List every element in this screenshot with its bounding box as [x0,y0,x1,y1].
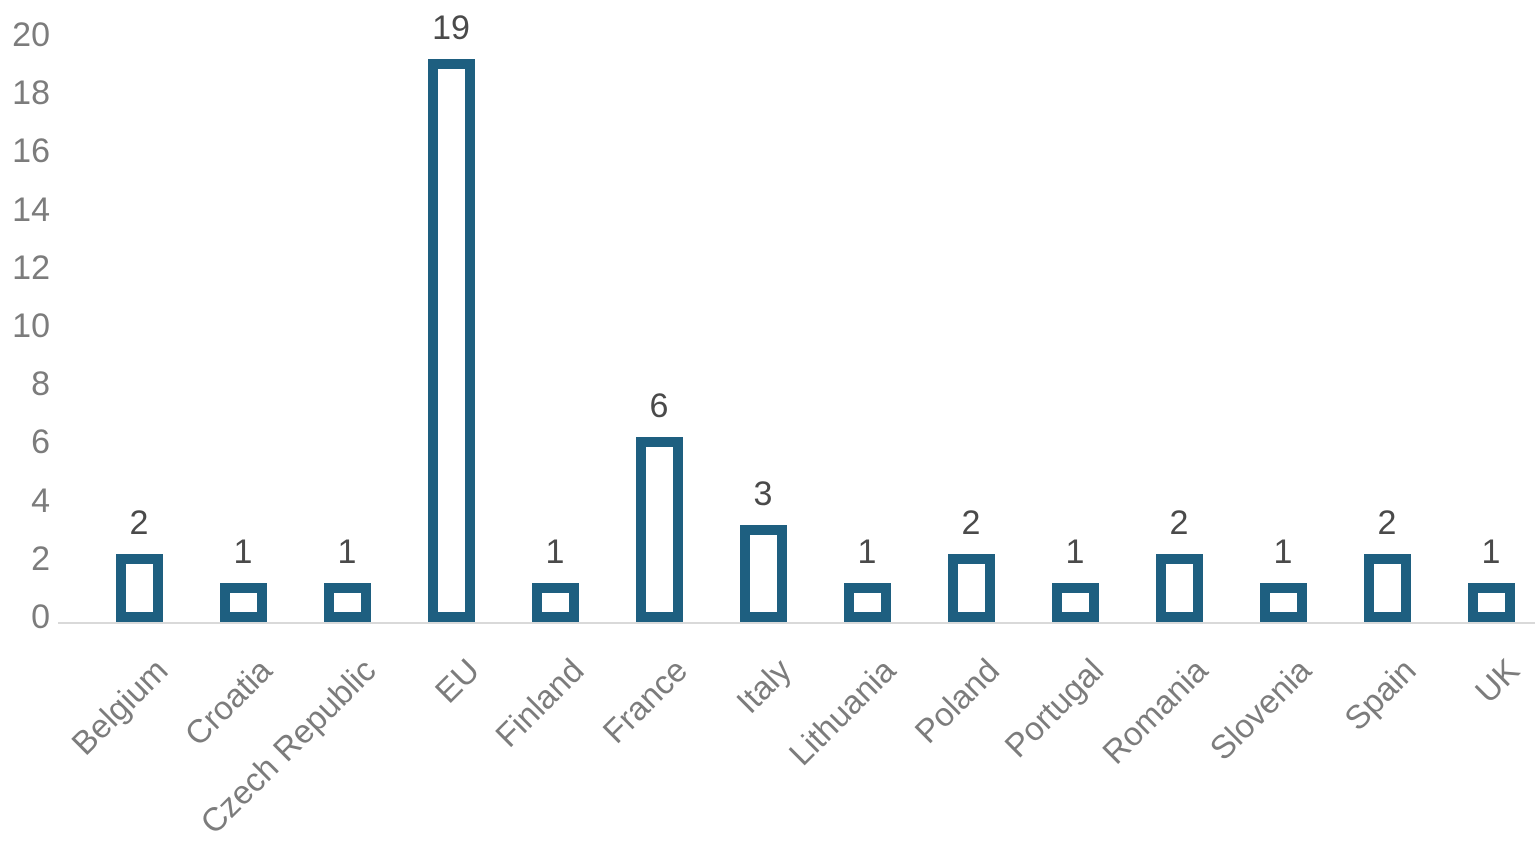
bar-value-label: 2 [1169,503,1189,542]
y-axis-tick-label: 6 [31,423,50,462]
bar-value-label: 2 [1377,503,1397,542]
x-axis-label-text: UK [1467,651,1527,710]
y-axis-tick-label: 20 [12,16,50,54]
x-axis-label-text: Poland [907,651,1007,751]
y-axis-tick-label: 18 [12,74,50,113]
bar-value-label: 1 [1065,532,1085,571]
x-axis-label-text: Finland [487,651,591,754]
y-axis-tick-label: 14 [12,190,50,229]
bar-value-label: 1 [337,532,357,571]
x-axis-label-text: Slovenia [1202,651,1319,767]
bar-value-label: 2 [129,503,149,542]
bar [1155,553,1203,622]
bar-value-label: 1 [1481,532,1501,571]
bar [115,553,163,622]
x-axis-label-text: Portugal [997,651,1111,765]
bar [1363,553,1411,622]
x-axis-label-text: Belgium [63,651,175,762]
bar [323,582,371,622]
y-axis-tick-label: 16 [12,132,50,171]
bar-value-label: 1 [545,532,565,571]
x-axis-line [58,622,1535,624]
x-axis-label-text: Lithuania [781,651,903,773]
bar-value-label: 1 [233,532,253,571]
bar [635,437,683,622]
x-axis-label-text: Romania [1094,651,1215,771]
x-axis-label-text: EU [427,651,487,710]
y-axis-tick-label: 12 [12,248,50,287]
bar [219,582,267,622]
y-axis-tick-label: 10 [12,307,50,345]
x-axis-label-text: Croatia [177,651,279,753]
bar [739,524,787,622]
x-axis-label-text: Italy [729,651,799,721]
y-axis-tick-label: 2 [31,539,50,578]
bar [531,582,579,622]
bar [947,553,995,622]
y-axis-tick-label: 0 [31,598,50,636]
bar [843,582,891,622]
bar-value-label: 1 [1273,532,1293,571]
bar [1051,582,1099,622]
y-axis-tick-label: 8 [31,365,50,404]
bar-value-label: 19 [432,9,470,48]
bar-value-label: 6 [649,387,669,426]
x-axis-label-text: Spain [1336,651,1423,738]
y-axis-tick-label: 4 [31,481,50,520]
x-axis-label-text: France [595,651,695,751]
bar [1259,582,1307,622]
bar [1467,582,1515,622]
bar [427,59,475,622]
bar-value-label: 3 [753,474,773,513]
bar-value-label: 2 [961,503,981,542]
bar-value-label: 1 [857,532,877,571]
